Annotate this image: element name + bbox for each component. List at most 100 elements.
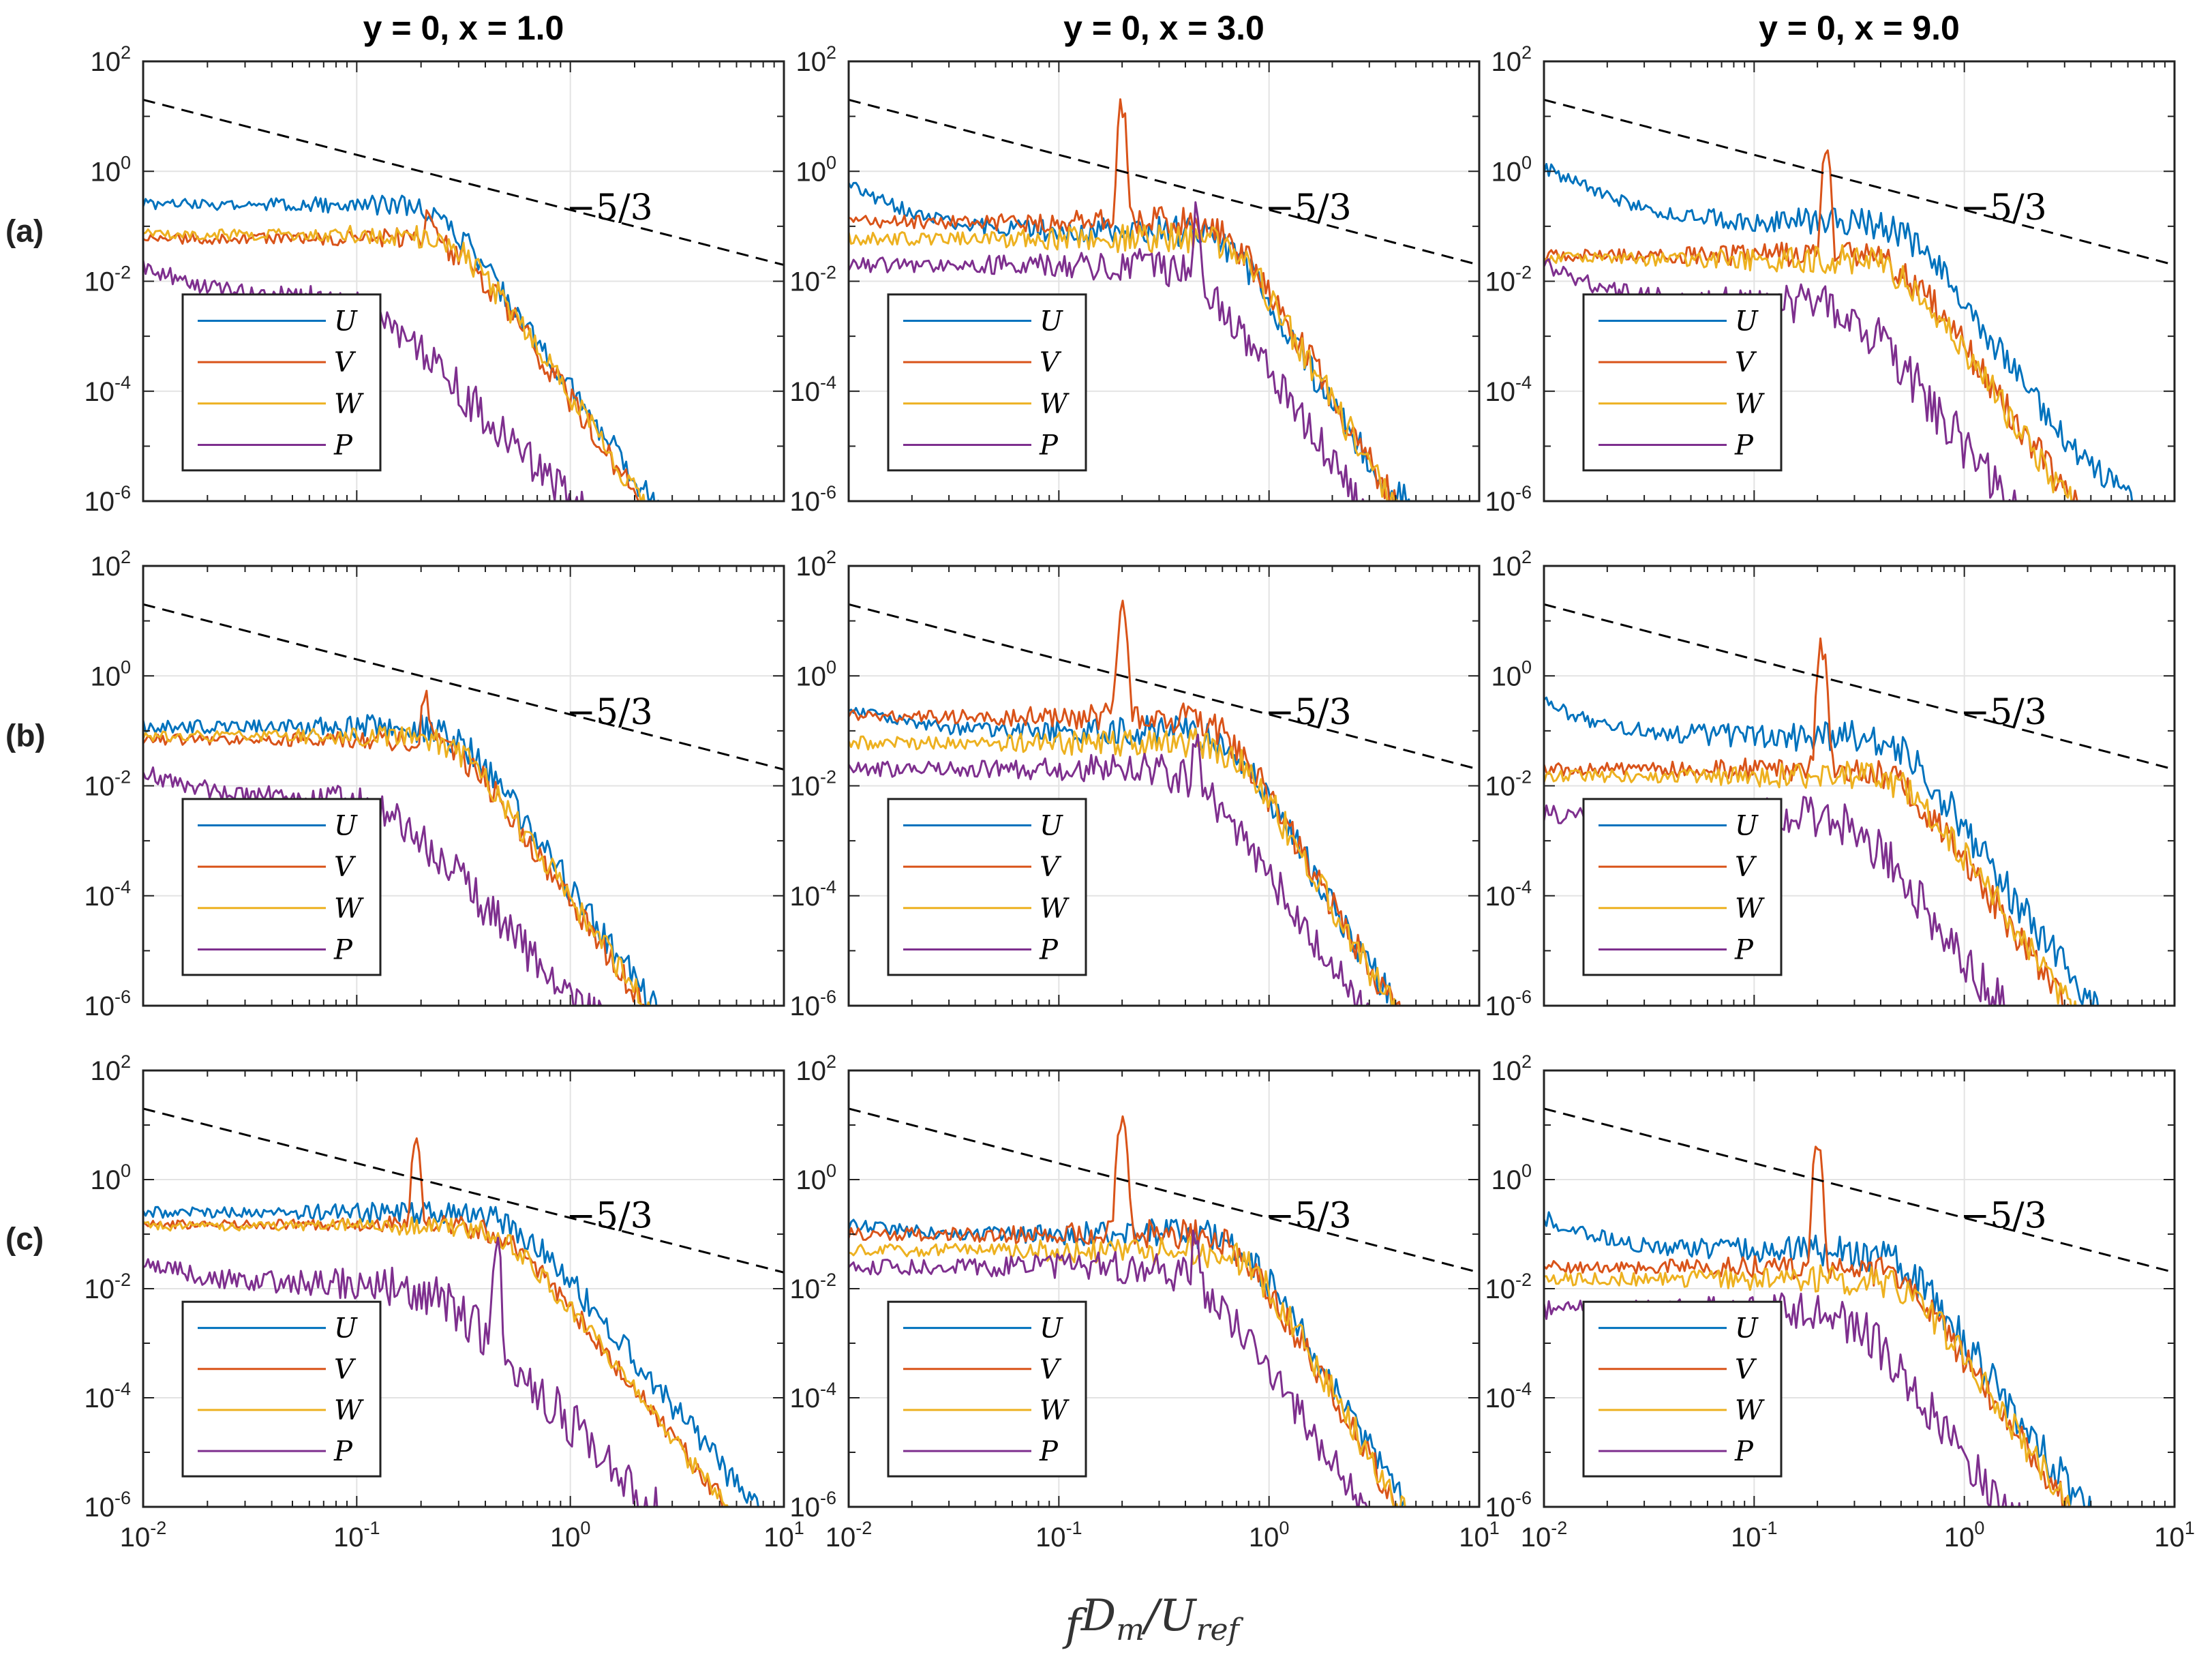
y-tick-label: 10-6 bbox=[1485, 482, 1532, 517]
legend-box bbox=[1582, 798, 1783, 976]
legend-label-W: W bbox=[334, 389, 364, 420]
y-tick-label: 102 bbox=[796, 1051, 836, 1086]
slope-label: −5/3 bbox=[1960, 692, 2047, 733]
reference-line bbox=[1544, 98, 2175, 267]
series-line-U bbox=[849, 181, 1410, 501]
x-tick-label: 101 bbox=[2154, 1518, 2195, 1553]
legend-label-W: W bbox=[1040, 1395, 1070, 1426]
column-title: y = 0, x = 1.0 bbox=[363, 9, 564, 47]
slope-label: −5/3 bbox=[1960, 188, 2047, 228]
legend-label-W: W bbox=[334, 893, 364, 925]
series-line-V bbox=[1544, 1145, 2070, 1507]
series-line-U bbox=[1544, 163, 2134, 501]
series-line-P bbox=[849, 201, 1365, 501]
legend-label-V: V bbox=[1040, 1354, 1062, 1385]
y-tick-label: 10-2 bbox=[1485, 263, 1532, 297]
legend-box bbox=[887, 798, 1087, 976]
legend-label-V: V bbox=[334, 1354, 357, 1385]
series-line-W bbox=[1544, 1264, 2071, 1507]
series-line-U bbox=[143, 714, 658, 1006]
slope-label: −5/3 bbox=[566, 188, 652, 228]
series-line-U bbox=[143, 194, 660, 501]
slope-label: −5/3 bbox=[566, 1195, 652, 1236]
series-line-W bbox=[143, 224, 646, 501]
legend-label-U: U bbox=[334, 306, 358, 338]
series-line-U bbox=[1544, 1211, 2092, 1507]
y-tick-label: 10-2 bbox=[84, 263, 131, 297]
y-tick-label: 102 bbox=[1491, 547, 1532, 582]
series-line-P bbox=[849, 1229, 1368, 1507]
y-tick-label: 10-6 bbox=[789, 482, 836, 517]
legend-label-V: V bbox=[1040, 347, 1062, 378]
series-group bbox=[849, 1107, 1479, 1507]
x-tick-label: 100 bbox=[1944, 1518, 1985, 1553]
y-tick-label: 10-2 bbox=[789, 263, 836, 297]
legend-label-P: P bbox=[1734, 1436, 1754, 1467]
legend-label-P: P bbox=[333, 1436, 353, 1467]
x-tick-label: 10-2 bbox=[825, 1518, 873, 1553]
series-line-U bbox=[849, 706, 1393, 1006]
legend-label-V: V bbox=[1735, 347, 1757, 378]
series-group bbox=[143, 1107, 784, 1507]
legend-box bbox=[181, 1300, 382, 1478]
y-tick-label: 100 bbox=[1491, 152, 1532, 187]
series-line-V bbox=[849, 1115, 1404, 1507]
y-tick-label: 10-6 bbox=[1485, 1488, 1532, 1523]
x-tick-label: 101 bbox=[1459, 1518, 1500, 1553]
y-tick-label: 10-6 bbox=[84, 482, 131, 517]
y-tick-label: 10-4 bbox=[1485, 877, 1532, 912]
series-line-U bbox=[143, 1201, 766, 1507]
row-label: (c) bbox=[5, 1220, 44, 1256]
reference-line bbox=[849, 603, 1479, 771]
y-tick-label: 10-6 bbox=[789, 1488, 836, 1523]
y-tick-label: 10-4 bbox=[84, 1379, 131, 1413]
legend-label-V: V bbox=[334, 347, 357, 378]
legend-box bbox=[181, 293, 382, 472]
reference-line bbox=[849, 1107, 1479, 1274]
y-tick-label: 100 bbox=[90, 657, 131, 691]
row-label: (a) bbox=[5, 213, 44, 248]
y-tick-label: 10-4 bbox=[789, 877, 836, 912]
series-line-W bbox=[849, 728, 1396, 1006]
y-tick-label: 102 bbox=[1491, 1051, 1532, 1086]
legend-label-P: P bbox=[1039, 1436, 1059, 1467]
y-tick-label: 100 bbox=[1491, 1160, 1532, 1195]
x-tick-label: 10-1 bbox=[1035, 1518, 1082, 1553]
y-tick-label: 100 bbox=[796, 152, 836, 187]
column-title: y = 0, x = 9.0 bbox=[1759, 9, 1960, 47]
y-tick-label: 10-4 bbox=[789, 372, 836, 407]
legend-box bbox=[1582, 1300, 1783, 1478]
legend-label-W: W bbox=[1735, 893, 1765, 925]
reference-line bbox=[1544, 1107, 2175, 1274]
y-tick-label: 102 bbox=[90, 547, 131, 582]
y-tick-label: 100 bbox=[90, 1160, 131, 1195]
legend-label-U: U bbox=[1735, 1313, 1759, 1345]
slope-label: −5/3 bbox=[1265, 1195, 1352, 1236]
y-tick-label: 100 bbox=[796, 657, 836, 691]
legend-box bbox=[1582, 293, 1783, 472]
legend-label-V: V bbox=[1735, 852, 1757, 883]
legend-label-W: W bbox=[1735, 1395, 1765, 1426]
slope-label: −5/3 bbox=[1960, 1195, 2047, 1236]
x-tick-label: 10-2 bbox=[120, 1518, 167, 1553]
y-tick-label: 10-2 bbox=[84, 1270, 131, 1304]
legend-label-V: V bbox=[334, 852, 357, 883]
y-tick-label: 10-2 bbox=[789, 767, 836, 802]
reference-line bbox=[143, 98, 784, 267]
y-tick-label: 10-6 bbox=[789, 987, 836, 1021]
series-line-W bbox=[1544, 244, 2081, 501]
y-tick-label: 10-6 bbox=[84, 1488, 131, 1523]
reference-line bbox=[1544, 603, 2175, 771]
slope-label: −5/3 bbox=[1265, 188, 1352, 228]
series-group bbox=[849, 599, 1479, 1006]
slope-label: −5/3 bbox=[566, 692, 652, 733]
legend-box bbox=[181, 798, 382, 976]
legend-label-U: U bbox=[1735, 811, 1759, 842]
